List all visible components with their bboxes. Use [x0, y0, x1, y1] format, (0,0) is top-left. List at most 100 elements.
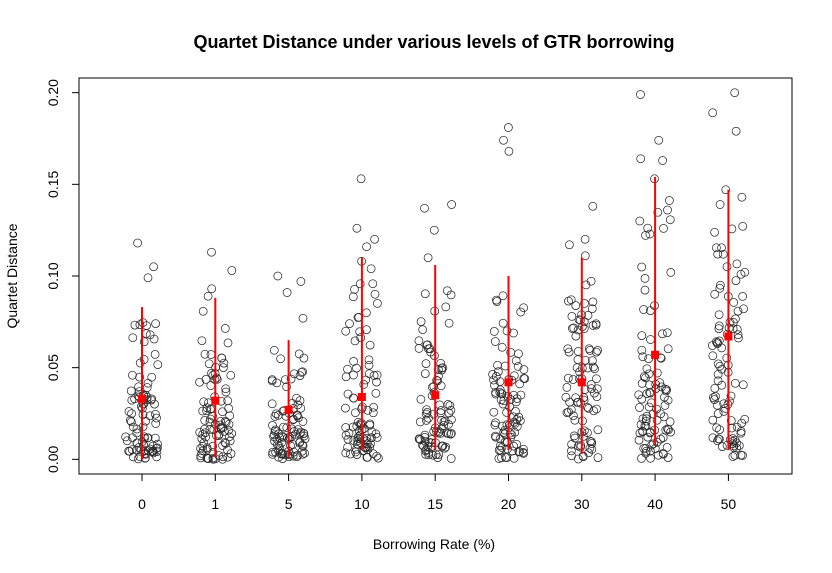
data-point	[122, 436, 132, 446]
data-point	[586, 276, 596, 286]
data-point	[643, 432, 653, 442]
data-point	[641, 231, 650, 240]
data-point	[738, 292, 747, 301]
data-point	[421, 359, 431, 368]
data-point	[446, 429, 456, 439]
data-point	[422, 408, 432, 417]
data-point	[571, 393, 580, 403]
data-point	[368, 279, 378, 289]
x-tick-label: 50	[721, 496, 737, 512]
data-point	[653, 207, 663, 217]
outlier-point	[721, 185, 731, 195]
outlier-point	[636, 90, 645, 99]
data-point	[566, 295, 576, 305]
data-point	[713, 249, 723, 259]
data-point	[663, 453, 673, 462]
data-point	[740, 267, 750, 277]
data-point	[272, 378, 282, 388]
data-point	[511, 356, 521, 366]
data-point	[135, 452, 144, 461]
data-point	[637, 379, 647, 388]
data-point	[589, 406, 599, 416]
data-point	[571, 301, 581, 310]
data-point	[658, 433, 668, 442]
data-point	[593, 346, 602, 355]
data-point	[638, 414, 648, 424]
data-point	[432, 375, 442, 385]
data-point	[644, 402, 654, 412]
data-point	[422, 416, 431, 425]
data-point	[512, 394, 522, 403]
data-point	[489, 407, 499, 417]
outlier-point	[580, 251, 590, 261]
data-point	[642, 364, 652, 374]
outlier-point	[352, 223, 362, 233]
data-point	[490, 337, 500, 346]
data-point	[270, 426, 280, 436]
data-point	[641, 414, 651, 424]
data-point	[436, 358, 446, 368]
data-point	[343, 364, 352, 374]
data-point	[431, 450, 441, 459]
data-point	[441, 442, 451, 452]
data-point	[350, 336, 360, 346]
data-point	[225, 436, 235, 446]
data-point	[372, 433, 382, 442]
data-point	[126, 386, 136, 396]
data-point	[363, 452, 372, 462]
data-point	[128, 452, 138, 462]
data-point	[586, 380, 596, 389]
data-point	[585, 346, 595, 355]
outlier-point	[203, 291, 213, 301]
data-point	[514, 349, 523, 359]
outlier-point	[580, 234, 590, 244]
data-point	[719, 407, 729, 416]
mean-marker	[504, 378, 513, 387]
data-point	[142, 383, 152, 392]
data-point	[584, 344, 594, 354]
outlier-point	[356, 174, 366, 184]
data-point	[588, 297, 598, 307]
outlier-point	[504, 123, 513, 132]
data-point	[201, 432, 210, 442]
data-point	[121, 432, 130, 442]
data-point	[587, 437, 596, 447]
data-point	[508, 446, 517, 456]
data-point	[564, 407, 573, 417]
data-point	[294, 413, 303, 423]
data-point	[139, 355, 149, 364]
data-point	[428, 450, 438, 460]
data-point	[364, 360, 374, 370]
data-point	[489, 327, 499, 336]
data-point	[712, 400, 722, 410]
data-point	[641, 448, 651, 458]
outlier-point	[362, 242, 371, 252]
data-point	[512, 422, 522, 431]
data-point	[195, 427, 205, 437]
data-point	[641, 373, 650, 383]
data-point	[278, 432, 288, 442]
data-point	[345, 319, 354, 328]
data-point	[590, 364, 599, 374]
data-point	[593, 425, 603, 435]
data-point	[648, 409, 658, 419]
data-point	[282, 382, 291, 392]
data-point	[225, 411, 235, 421]
data-point	[368, 408, 378, 418]
outlier-point	[420, 203, 429, 213]
data-point	[205, 425, 215, 434]
data-point	[272, 434, 282, 444]
data-point	[152, 447, 162, 456]
data-point	[373, 299, 382, 308]
y-tick-label: 0.15	[45, 170, 61, 197]
x-tick-label: 0	[138, 496, 146, 512]
data-point	[717, 380, 727, 390]
data-point	[372, 377, 381, 387]
data-point	[200, 416, 210, 425]
data-point	[206, 381, 216, 390]
data-point	[635, 403, 644, 412]
data-point	[441, 302, 451, 312]
y-tick-label: 0.00	[45, 445, 61, 472]
data-point	[641, 444, 651, 453]
data-point	[143, 446, 153, 455]
